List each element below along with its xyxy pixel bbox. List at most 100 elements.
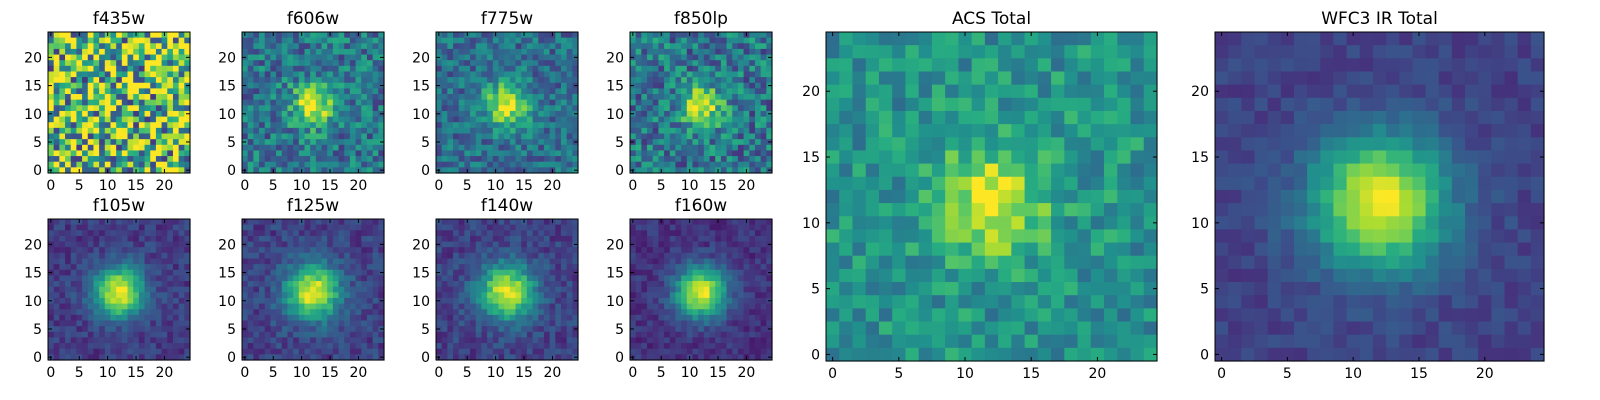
heatmap-cell [253,224,260,231]
heatmap-cell [635,77,642,84]
heatmap-cell [635,224,642,231]
heatmap-cell [504,224,511,231]
heatmap-cell [138,297,146,305]
heatmap-cell [532,156,539,163]
heatmap-cell [766,122,773,129]
heatmap-cell [441,314,448,322]
heatmap-cell [703,161,711,168]
heatmap-cell [703,99,711,106]
heatmap-cell [555,303,562,310]
heatmap-cell [116,343,123,350]
heatmap-cell [93,94,100,101]
heatmap-cell [441,156,448,163]
heatmap-cell [242,292,249,299]
heatmap-cell [133,54,140,61]
heatmap-cell [82,122,89,129]
heatmap-cell [766,161,773,168]
heatmap-cell [566,150,573,157]
heatmap-cell [709,224,716,231]
heatmap-cell [703,82,711,89]
heatmap-cell [475,77,483,84]
heatmap-cell [532,224,539,231]
heatmap-cell [686,252,694,260]
heatmap-cell [76,258,83,265]
heatmap-cell [121,43,129,50]
heatmap-cell [150,354,157,361]
heatmap-cell [378,88,385,95]
heatmap-cell [110,116,117,123]
heatmap-cell [155,150,163,157]
heatmap-cell [572,337,579,344]
heatmap-cell [441,309,448,316]
heatmap-cell [647,54,654,61]
heatmap-cell [538,326,545,333]
heatmap-cell [310,309,317,316]
heatmap-cell [310,235,317,243]
heatmap-cell [641,150,648,157]
heatmap-cell [287,247,294,254]
heatmap-cell [76,348,83,355]
heatmap-cell [447,37,454,44]
heatmap-cell [281,241,289,248]
heatmap-cell [453,269,460,276]
heatmap-cell [664,77,671,84]
heatmap-cell [172,247,180,254]
heatmap-cell [293,281,300,288]
heatmap-cell [138,320,146,327]
heatmap-cell [270,331,277,339]
heatmap-cell [82,275,89,282]
heatmap-cell [298,264,306,271]
heatmap-cell [48,127,55,135]
heatmap-cell [82,116,89,123]
heatmap-cell [327,281,334,288]
heatmap-cell [630,88,637,95]
heatmap-cell [549,37,556,44]
heatmap-cell [532,354,539,361]
heatmap-cell [453,281,460,288]
heatmap-cell [766,32,773,39]
heatmap-cell [155,230,163,237]
heatmap-cell [138,275,146,282]
heatmap-cell [652,275,659,282]
heatmap-cell [658,252,665,260]
heatmap-cell [116,264,123,271]
heatmap-cell [110,275,117,282]
heatmap-cell [372,133,379,140]
heatmap-cell [304,167,311,174]
heatmap-cell [178,258,185,265]
heatmap-cell [93,286,100,293]
y-tick-label: 5 [615,135,624,151]
heatmap-cell [487,281,494,288]
heatmap-cell [349,264,357,271]
heatmap-cell [635,281,642,288]
heatmap-cell [87,105,95,112]
heatmap-cell [464,348,471,355]
heatmap-cell [70,99,77,106]
heatmap-cell [504,275,511,282]
heatmap-cell [315,326,323,333]
heatmap-cell [543,139,551,146]
heatmap-cell [720,161,728,168]
heatmap-cell [93,320,100,327]
heatmap-cell [458,292,465,299]
heatmap-cell [82,71,89,78]
heatmap-cell [155,77,163,84]
heatmap-cell [150,275,157,282]
heatmap-cell [560,281,568,288]
heatmap-cell [749,122,756,129]
heatmap-cell [59,139,66,146]
heatmap-cell [720,99,728,106]
heatmap-cell [692,264,699,271]
heatmap-cell [436,37,443,44]
heatmap-cell [475,230,483,237]
heatmap-cell [344,309,351,316]
heatmap-cell [458,337,465,344]
heatmap-cell [526,116,534,123]
heatmap-cell [532,275,539,282]
heatmap-cell [475,110,483,118]
heatmap-cell [172,88,180,95]
heatmap-cell [686,303,694,310]
heatmap-cell [298,88,306,95]
heatmap-cell [686,264,694,271]
heatmap-cell [259,303,266,310]
